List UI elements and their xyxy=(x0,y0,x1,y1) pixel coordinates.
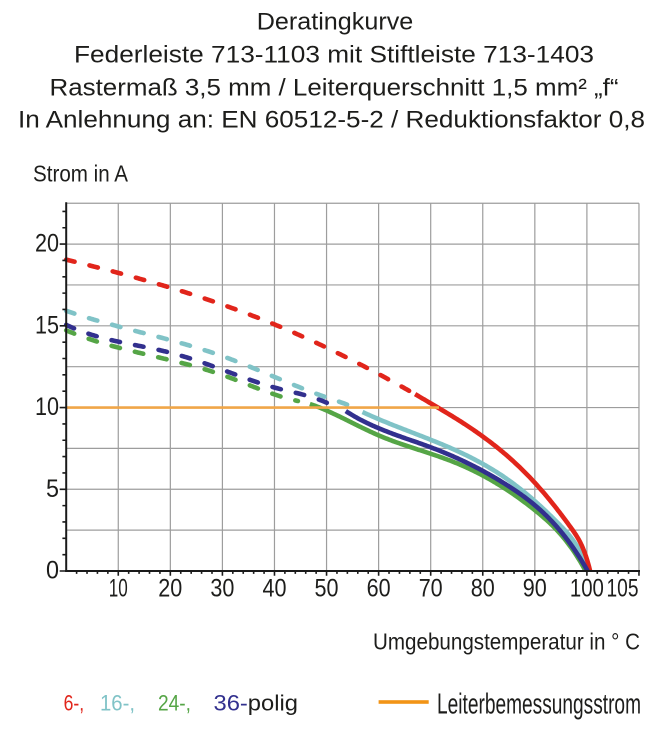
svg-text:Rastermaß 3,5 mm / Leiterquers: Rastermaß 3,5 mm / Leiterquerschnitt 1,5… xyxy=(50,75,619,102)
svg-text:Leiterbemessungsstrom: Leiterbemessungsstrom xyxy=(437,689,641,721)
svg-text:0: 0 xyxy=(46,557,59,585)
svg-text:80: 80 xyxy=(471,575,495,603)
svg-text:24-,: 24-, xyxy=(158,691,191,716)
svg-text:40: 40 xyxy=(263,575,287,603)
svg-text:In Anlehnung an: EN 60512-5-2: In Anlehnung an: EN 60512-5-2 / Reduktio… xyxy=(18,107,645,134)
svg-text:Strom in A: Strom in A xyxy=(33,161,129,187)
svg-text:Umgebungstemperatur in ° C: Umgebungstemperatur in ° C xyxy=(373,629,640,655)
svg-text:Deratingkurve: Deratingkurve xyxy=(257,9,414,36)
svg-text:15: 15 xyxy=(35,311,59,339)
svg-text:6-,: 6-, xyxy=(64,691,85,716)
svg-text:16-,: 16-, xyxy=(100,691,135,716)
svg-text:70: 70 xyxy=(419,575,443,603)
svg-text:50: 50 xyxy=(315,575,339,603)
svg-text:5: 5 xyxy=(46,475,59,503)
svg-text:36-polig: 36-polig xyxy=(214,691,299,716)
svg-text:100: 100 xyxy=(570,575,604,603)
svg-text:10: 10 xyxy=(35,393,59,421)
svg-text:20: 20 xyxy=(35,230,59,258)
svg-text:Federleiste 713-1103 mit Stift: Federleiste 713-1103 mit Stiftleiste 713… xyxy=(74,42,594,69)
svg-text:20: 20 xyxy=(158,575,182,603)
svg-text:30: 30 xyxy=(210,575,234,603)
svg-text:60: 60 xyxy=(367,575,391,603)
svg-text:10: 10 xyxy=(109,575,128,603)
svg-text:90: 90 xyxy=(523,575,547,603)
svg-text:105: 105 xyxy=(607,575,639,603)
